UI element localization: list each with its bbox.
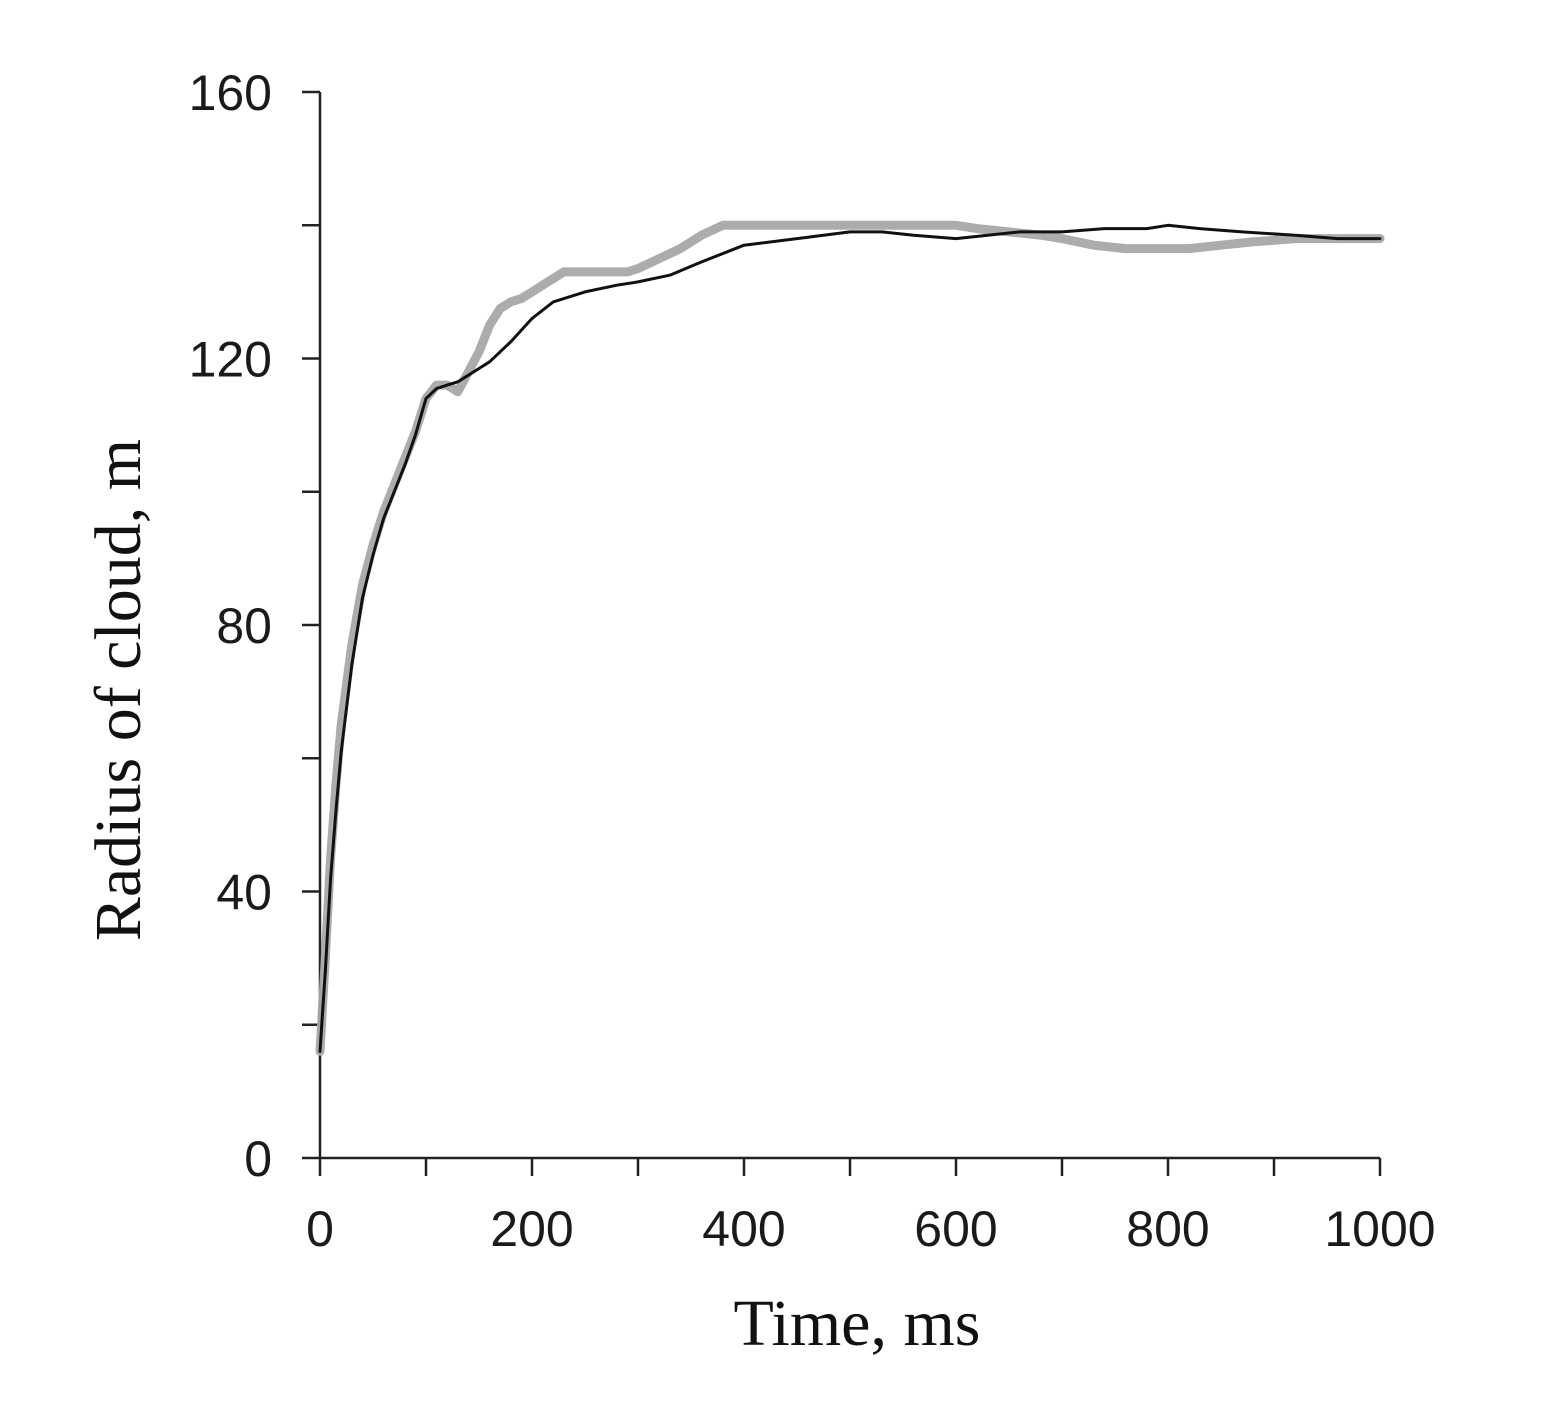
y-tick-label: 80 xyxy=(216,598,272,654)
series-layer xyxy=(315,220,1385,1056)
x-tick-label: 0 xyxy=(306,1201,334,1257)
y-axis-title: Radius of cloud, m xyxy=(82,439,155,941)
y-tick-labels: 0 40 80 120 160 xyxy=(189,65,272,1187)
y-tick-label: 120 xyxy=(189,332,272,388)
x-tick-label: 200 xyxy=(490,1201,573,1257)
x-tick-label: 600 xyxy=(914,1201,997,1257)
x-tick-label: 800 xyxy=(1126,1201,1209,1257)
series-line-gray xyxy=(315,220,1385,1056)
series-line-black xyxy=(318,223,1382,1053)
x-ticks xyxy=(318,1158,1382,1176)
x-tick-labels: 0 200 400 600 800 1000 xyxy=(306,1201,1436,1257)
y-tick-label: 40 xyxy=(216,865,272,921)
y-tick-label: 160 xyxy=(189,65,272,121)
x-axis-title: Time, ms xyxy=(734,1287,981,1360)
x-tick-label: 400 xyxy=(702,1201,785,1257)
y-ticks xyxy=(302,90,320,1160)
y-tick-label: 0 xyxy=(244,1131,272,1187)
x-tick-label: 1000 xyxy=(1324,1201,1435,1257)
